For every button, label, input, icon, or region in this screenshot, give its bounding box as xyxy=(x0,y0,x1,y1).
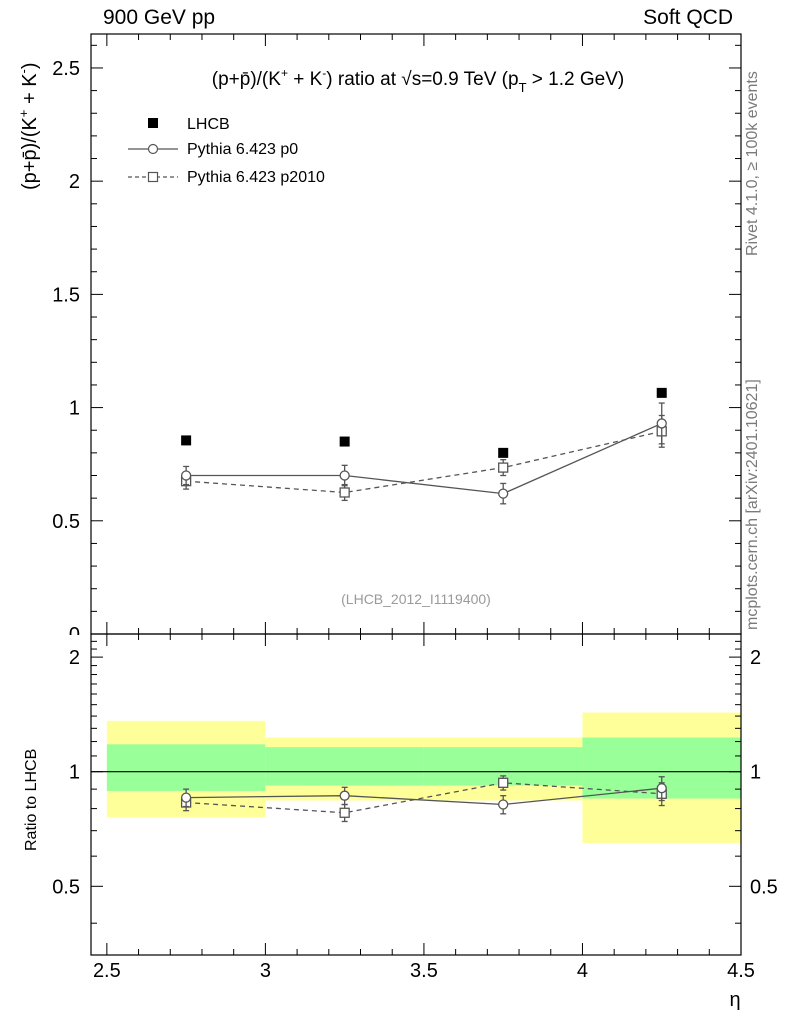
y-tick-label: 0.5 xyxy=(52,511,80,533)
p0-point xyxy=(498,488,509,499)
y-tick-label: 2.5 xyxy=(52,58,80,80)
ratio-p0-line xyxy=(186,787,662,806)
ratio-y-tick-label-right: 2 xyxy=(750,647,761,669)
ratio-p0-point xyxy=(339,790,350,801)
legend-label-lhcb: LHCB xyxy=(187,116,230,133)
p2010-point xyxy=(339,487,350,498)
y-axis-label: (p+p̄)/(K+ + K-) xyxy=(16,62,41,190)
axis-ticks xyxy=(91,34,742,955)
lhcb-point xyxy=(498,447,509,458)
legend-marker-lhcb xyxy=(148,118,158,128)
zero-label-mask xyxy=(60,635,90,649)
ratio-band-green-1 xyxy=(265,747,424,786)
ratio-y-tick-label-left: 1 xyxy=(69,762,80,784)
p0-point xyxy=(339,470,350,481)
legend-marker-p0 xyxy=(147,143,159,155)
p0-point xyxy=(180,470,192,481)
ratio-y-tick-label-left: 0.5 xyxy=(52,876,80,898)
x-tick-label: 3.5 xyxy=(410,960,438,982)
plot-frames xyxy=(90,33,742,956)
p2010-line xyxy=(186,430,662,494)
ratio-p2010-line xyxy=(186,782,662,814)
lhcb-point xyxy=(656,387,667,398)
x-axis-label: η xyxy=(729,989,740,1011)
legend: LHCB Pythia 6.423 p0 Pythia 6.423 p2010 xyxy=(128,116,325,186)
legend-label-p2010: Pythia 6.423 p2010 xyxy=(187,169,325,186)
ratio-p2010-point xyxy=(339,807,350,818)
ratio-band-green-0 xyxy=(106,744,266,791)
ratio-bands xyxy=(91,712,741,843)
ratio-p0-point xyxy=(180,792,192,803)
rivet-version-note: Rivet 4.1.0, ≥ 100k events xyxy=(744,71,761,256)
y-tick-label: 1.5 xyxy=(52,284,80,306)
main-title: (p+p̄)/(K+ + K-) ratio at √s=0.9 TeV (pT… xyxy=(212,66,624,95)
ratio-p0-point xyxy=(498,799,509,810)
legend-label-p0: Pythia 6.423 p0 xyxy=(187,141,298,158)
y-tick-label: 2 xyxy=(69,171,80,193)
x-tick-label: 4.5 xyxy=(727,960,755,982)
legend-marker-p2010 xyxy=(147,171,159,183)
data-series xyxy=(180,387,667,823)
header-collision-label: 900 GeV pp xyxy=(103,6,216,29)
lhcb-point xyxy=(339,436,350,447)
p0-point xyxy=(656,418,667,429)
lhcb-point xyxy=(181,435,192,446)
ratio-y-tick-label-left: 2 xyxy=(69,647,80,669)
x-tick-label: 2.5 xyxy=(93,960,121,982)
p2010-point xyxy=(498,462,509,473)
analysis-watermark: (LHCB_2012_I1119400) xyxy=(341,591,491,607)
mcplots-source-note: mcplots.cern.ch [arXiv:2401.10621] xyxy=(744,379,761,630)
p0-line xyxy=(186,422,662,495)
header-category-label: Soft QCD xyxy=(643,6,733,29)
ratio-p0-point xyxy=(656,783,667,794)
ratio-y-tick-label-right: 0.5 xyxy=(750,876,778,898)
y-tick-label: 1 xyxy=(69,398,80,420)
ratio-p2010-point xyxy=(498,777,509,788)
ratio-plot-frame xyxy=(90,633,742,956)
x-tick-label: 4 xyxy=(577,960,588,982)
ratio-y-tick-label-right: 1 xyxy=(750,762,761,784)
ratio-y-axis-label: Ratio to LHCB xyxy=(23,749,40,851)
x-tick-label: 3 xyxy=(260,960,271,982)
